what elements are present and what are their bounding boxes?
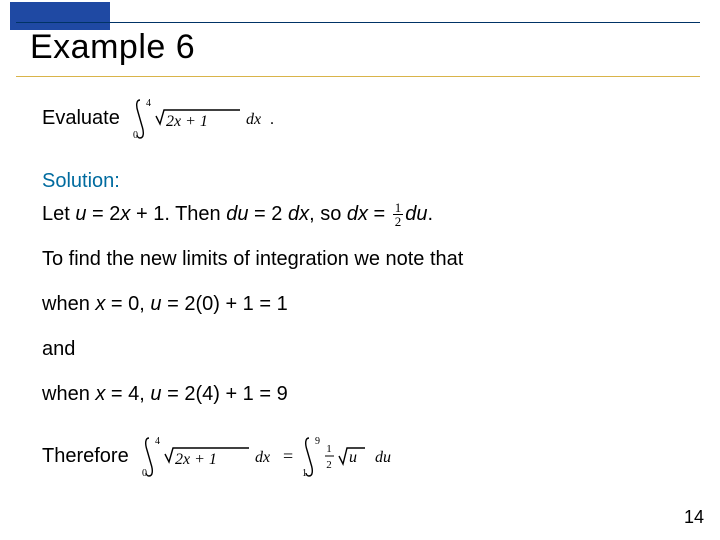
when0-line: when x = 0, u = 2(0) + 1 = 1	[42, 291, 680, 318]
t: .	[428, 203, 434, 225]
header-top-rule	[16, 22, 700, 23]
therefore-row: Therefore 4 0 2x + 1 dx =	[42, 434, 680, 478]
x-var: x	[95, 383, 105, 405]
eq-frac-den: 2	[326, 459, 332, 471]
eq-equals: =	[283, 446, 293, 466]
u-var: u	[75, 203, 86, 225]
du-var: du	[226, 203, 248, 225]
int-lower: 0	[133, 130, 138, 140]
t: Let	[42, 203, 75, 225]
slide: Example 6 Evaluate 4 0 2x + 1 dx .	[0, 0, 720, 540]
eq-du: du	[375, 449, 391, 466]
x-var: x	[95, 293, 105, 315]
eq-frac-num: 1	[326, 443, 332, 455]
t: , so	[309, 203, 347, 225]
dx-var: dx	[288, 203, 309, 225]
eq-left-dx: dx	[255, 449, 270, 466]
int-inner: 2x + 1	[166, 113, 208, 130]
t: =	[368, 203, 391, 225]
u-var: u	[150, 293, 161, 315]
t: = 2	[86, 203, 120, 225]
eq-left-upper: 4	[155, 436, 160, 447]
int-upper: 4	[146, 98, 151, 109]
t: = 4,	[105, 383, 150, 405]
therefore-label: Therefore	[42, 443, 129, 470]
frac-den: 2	[393, 215, 404, 228]
dx-var2: dx	[347, 203, 368, 225]
t: + 1. Then	[130, 203, 226, 225]
page-number: 14	[684, 507, 704, 528]
eq-sqrt-u: u	[349, 449, 357, 466]
u-var: u	[150, 383, 161, 405]
t: = 2(0) + 1 = 1	[162, 293, 288, 315]
evaluate-row: Evaluate 4 0 2x + 1 dx .	[42, 96, 680, 140]
eq-right-upper: 9	[315, 436, 320, 447]
header-tab	[10, 2, 110, 30]
t: when	[42, 293, 95, 315]
when4-line: when x = 4, u = 2(4) + 1 = 9	[42, 381, 680, 408]
header: Example 6	[0, 0, 720, 78]
body: Evaluate 4 0 2x + 1 dx . Solution: Let	[42, 96, 680, 478]
int-period: .	[270, 111, 274, 128]
substitution-line: Let u = 2x + 1. Then du = 2 dx, so dx = …	[42, 201, 680, 228]
limits-line: To find the new limits of integration we…	[42, 246, 680, 273]
header-bottom-rule	[16, 76, 700, 77]
x-var: x	[120, 203, 130, 225]
solution-label: Solution:	[42, 170, 680, 193]
du-var2: du	[405, 203, 427, 225]
frac-num: 1	[393, 201, 404, 215]
half-fraction: 12	[393, 201, 404, 228]
eq-left-inner: 2x + 1	[175, 451, 217, 468]
page-title: Example 6	[30, 28, 195, 67]
t: when	[42, 383, 95, 405]
evaluate-label: Evaluate	[42, 105, 120, 132]
t: = 2	[248, 203, 287, 225]
integral-equation: 4 0 2x + 1 dx = 9 1 1 2	[139, 434, 439, 478]
integral-1: 4 0 2x + 1 dx .	[130, 96, 290, 140]
int-dx: dx	[246, 111, 261, 128]
t: = 0,	[105, 293, 150, 315]
eq-left-lower: 0	[142, 468, 147, 478]
eq-right-lower: 1	[302, 468, 307, 478]
t: = 2(4) + 1 = 9	[162, 383, 288, 405]
and-line: and	[42, 336, 680, 363]
